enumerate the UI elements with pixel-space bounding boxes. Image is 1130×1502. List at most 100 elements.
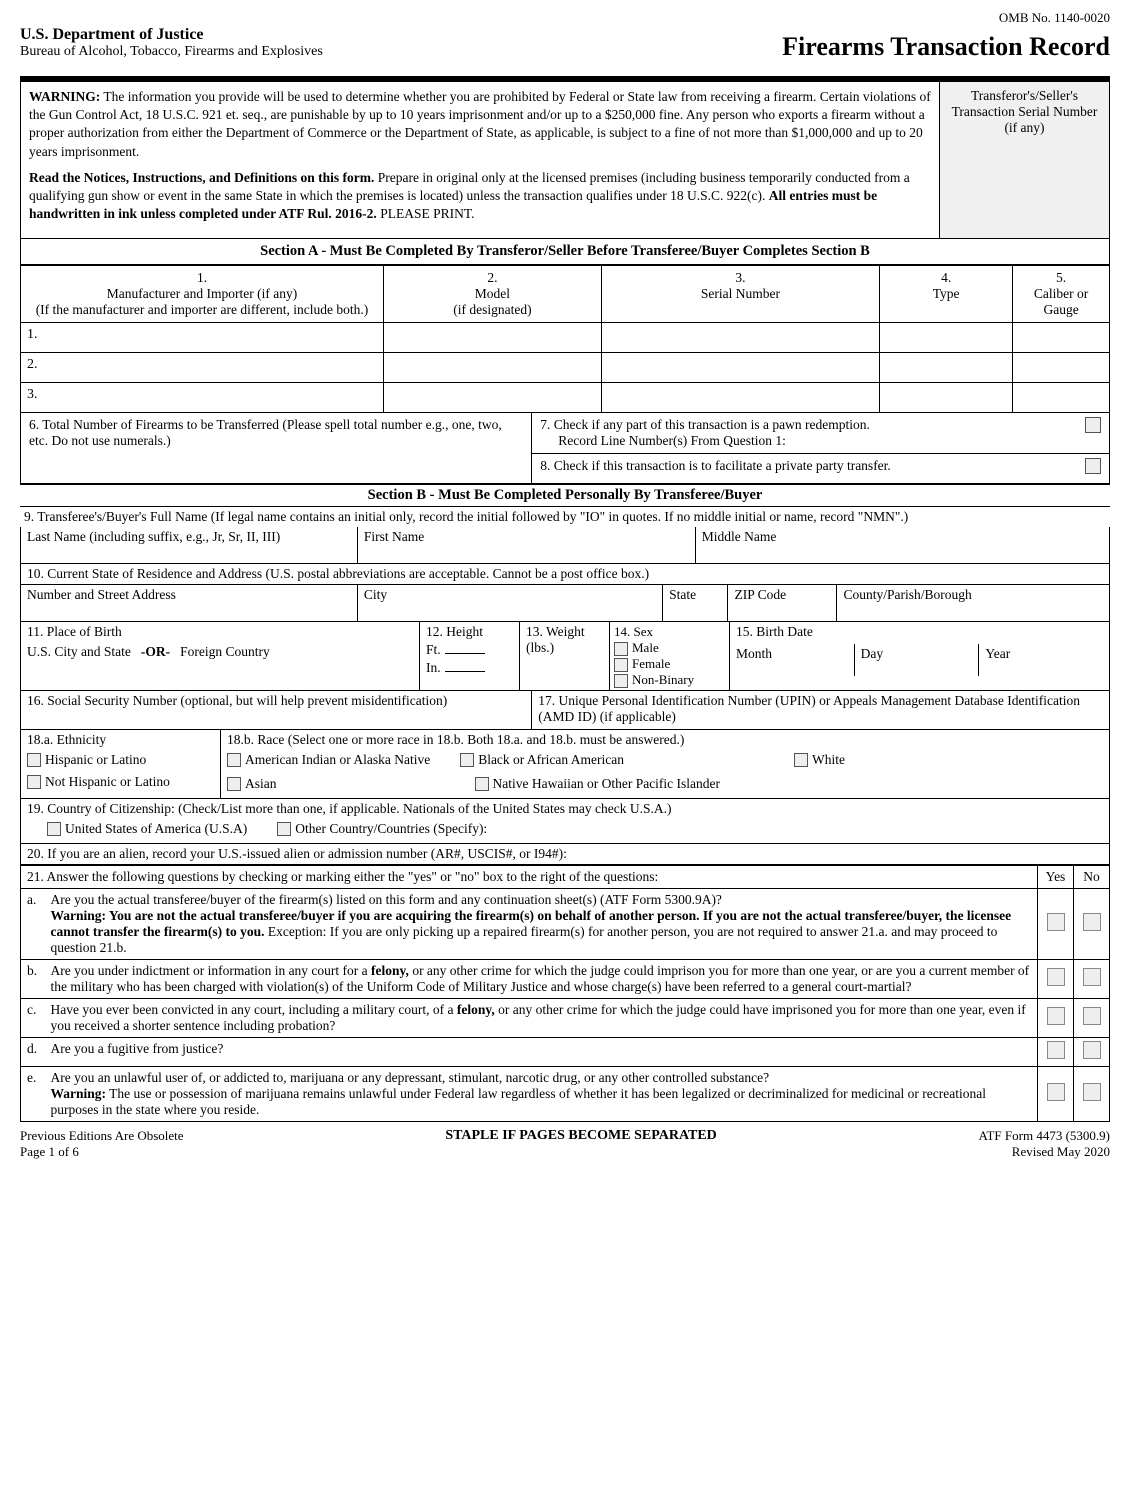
- q10-address[interactable]: Number and Street Address: [20, 585, 358, 622]
- q15-birth-date: 15. Birth Date Month Day Year: [730, 622, 1110, 691]
- q10-city[interactable]: City: [358, 585, 663, 622]
- read-text-c: PLEASE PRINT.: [380, 206, 474, 221]
- q19-usa: United States of America (U.S.A): [65, 821, 247, 836]
- footer-staple: STAPLE IF PAGES BECOME SEPARATED: [184, 1128, 979, 1160]
- q21a-letter: a.: [21, 888, 45, 959]
- q21a-yes-checkbox[interactable]: [1047, 913, 1065, 931]
- q21c-text: Have you ever been convicted in any cour…: [45, 998, 1038, 1037]
- q21-yes-header: Yes: [1038, 865, 1074, 888]
- q10-state[interactable]: State: [663, 585, 728, 622]
- bureau: Bureau of Alcohol, Tobacco, Firearms and…: [20, 44, 323, 60]
- q18b-aian-checkbox[interactable]: [227, 753, 241, 767]
- q14-nb: Non-Binary: [632, 672, 694, 687]
- q17-upin[interactable]: 17. Unique Personal Identification Numbe…: [532, 691, 1110, 730]
- q21a-no-checkbox[interactable]: [1083, 913, 1101, 931]
- q7-checkbox[interactable]: [1085, 417, 1101, 433]
- q21e-letter: e.: [21, 1066, 45, 1121]
- q19-usa-checkbox[interactable]: [47, 822, 61, 836]
- footer-obsolete: Previous Editions Are Obsolete: [20, 1128, 184, 1144]
- q18b-black: Black or African American: [478, 752, 624, 768]
- footer-page: Page 1 of 6: [20, 1144, 184, 1160]
- q15-month[interactable]: Month: [736, 644, 854, 676]
- section-a-table: 1.Manufacturer and Importer (if any)(If …: [20, 265, 1110, 413]
- q21e-no-checkbox[interactable]: [1083, 1083, 1101, 1101]
- q13-weight[interactable]: 13. Weight (lbs.): [520, 622, 610, 691]
- q19-label: 19. Country of Citizenship: (Check/List …: [27, 801, 1103, 817]
- q21c-yes-checkbox[interactable]: [1047, 1007, 1065, 1025]
- q21b-letter: b.: [21, 959, 45, 998]
- col2-b: (if designated): [453, 302, 531, 317]
- q18b-white-checkbox[interactable]: [794, 753, 808, 767]
- q21d-yes-checkbox[interactable]: [1047, 1041, 1065, 1059]
- q15-label: 15. Birth Date: [736, 624, 1103, 640]
- q7a-text: 7. Check if any part of this transaction…: [540, 417, 870, 433]
- q21-no-header: No: [1074, 865, 1110, 888]
- q18b-aian: American Indian or Alaska Native: [245, 752, 430, 768]
- omb-number: OMB No. 1140-0020: [20, 10, 1110, 26]
- q11-us: U.S. City and State: [27, 644, 131, 660]
- q14-label: 14. Sex: [614, 624, 725, 640]
- q14-female: Female: [632, 656, 670, 671]
- col1-b: (If the manufacturer and importer are di…: [36, 302, 369, 317]
- q11-or: -OR-: [141, 644, 170, 660]
- col4-num: 4.: [941, 270, 951, 285]
- q20-alien-number[interactable]: 20. If you are an alien, record your U.S…: [20, 844, 1110, 865]
- q9-first-name[interactable]: First Name: [358, 527, 696, 564]
- q16-ssn[interactable]: 16. Social Security Number (optional, bu…: [20, 691, 532, 730]
- q12-label: 12. Height: [426, 624, 513, 640]
- q19-other-checkbox[interactable]: [277, 822, 291, 836]
- q21b-yes-checkbox[interactable]: [1047, 968, 1065, 986]
- q9-last-name[interactable]: Last Name (including suffix, e.g., Jr, S…: [20, 527, 358, 564]
- q21d-letter: d.: [21, 1037, 45, 1066]
- col1-num: 1.: [197, 270, 207, 285]
- q14-male-checkbox[interactable]: [614, 642, 628, 656]
- q14-female-checkbox[interactable]: [614, 658, 628, 672]
- q7-pawn: 7. Check if any part of this transaction…: [532, 413, 1110, 454]
- q18b-nhpi-checkbox[interactable]: [475, 777, 489, 791]
- q10-county[interactable]: County/Parish/Borough: [837, 585, 1110, 622]
- q18b-black-checkbox[interactable]: [460, 753, 474, 767]
- q21b-no-checkbox[interactable]: [1083, 968, 1101, 986]
- q18a-hispanic-checkbox[interactable]: [27, 753, 41, 767]
- form-title: Firearms Transaction Record: [782, 32, 1110, 62]
- warning-text: The information you provide will be used…: [29, 89, 931, 159]
- q15-year[interactable]: Year: [978, 644, 1103, 676]
- section-a-header: Section A - Must Be Completed By Transfe…: [20, 239, 1110, 265]
- q18a-not-hispanic-checkbox[interactable]: [27, 775, 41, 789]
- col2-a: Model: [475, 286, 510, 301]
- q12-in: In.: [426, 660, 441, 675]
- q18a-not-hispanic: Not Hispanic or Latino: [45, 774, 170, 789]
- firearm-row-3[interactable]: 3.: [21, 382, 384, 412]
- q12-height[interactable]: 12. Height Ft. In.: [420, 622, 520, 691]
- footer-revised: Revised May 2020: [979, 1144, 1110, 1160]
- q7b-text: Record Line Number(s) From Question 1:: [540, 433, 870, 449]
- q14-male: Male: [632, 640, 659, 655]
- q10-zip[interactable]: ZIP Code: [728, 585, 837, 622]
- q18b-asian-checkbox[interactable]: [227, 777, 241, 791]
- q8-checkbox[interactable]: [1085, 458, 1101, 474]
- q21c-letter: c.: [21, 998, 45, 1037]
- q11-label: 11. Place of Birth: [27, 624, 413, 640]
- section-b-header: Section B - Must Be Completed Personally…: [20, 484, 1110, 506]
- q21c-no-checkbox[interactable]: [1083, 1007, 1101, 1025]
- q10-instruction: 10. Current State of Residence and Addre…: [20, 564, 1110, 585]
- col1-a: Manufacturer and Importer (if any): [107, 286, 297, 301]
- read-label: Read the Notices, Instructions, and Defi…: [29, 170, 374, 185]
- q9-middle-name[interactable]: Middle Name: [696, 527, 1110, 564]
- q21d-no-checkbox[interactable]: [1083, 1041, 1101, 1059]
- serial-number-box[interactable]: Transferor's/Seller's Transaction Serial…: [939, 82, 1109, 238]
- warning-block: WARNING: The information you provide wil…: [20, 82, 1110, 239]
- q21-instruction: 21. Answer the following questions by ch…: [21, 865, 1038, 888]
- q8-private-party: 8. Check if this transaction is to facil…: [532, 454, 1110, 484]
- q21e-yes-checkbox[interactable]: [1047, 1083, 1065, 1101]
- firearm-row-2[interactable]: 2.: [21, 352, 384, 382]
- firearm-row-1[interactable]: 1.: [21, 322, 384, 352]
- q15-day[interactable]: Day: [854, 644, 979, 676]
- q21d-text: Are you a fugitive from justice?: [45, 1037, 1038, 1066]
- q14-nb-checkbox[interactable]: [614, 674, 628, 688]
- q11-place-of-birth[interactable]: 11. Place of Birth U.S. City and State -…: [20, 622, 420, 691]
- footer-form-number: ATF Form 4473 (5300.9): [979, 1128, 1110, 1144]
- q6-total-firearms[interactable]: 6. Total Number of Firearms to be Transf…: [20, 413, 532, 484]
- q12-ft: Ft.: [426, 642, 441, 657]
- q21a-text: Are you the actual transferee/buyer of t…: [45, 888, 1038, 959]
